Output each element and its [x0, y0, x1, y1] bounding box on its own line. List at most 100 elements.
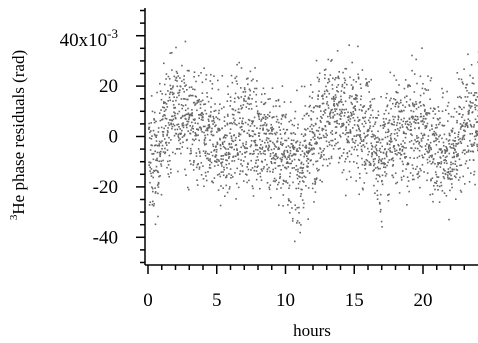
data-point: [178, 91, 181, 94]
data-point: [395, 103, 397, 105]
data-point: [169, 99, 171, 102]
data-point: [205, 175, 207, 177]
data-point: [392, 159, 395, 162]
data-point: [361, 123, 364, 125]
data-point: [450, 163, 452, 166]
data-point: [253, 91, 255, 93]
data-point: [448, 218, 450, 221]
data-point: [255, 105, 258, 107]
data-point: [215, 145, 217, 147]
data-point: [353, 148, 355, 151]
data-point: [451, 131, 453, 133]
data-point: [178, 126, 180, 128]
data-point: [368, 150, 370, 153]
data-point: [380, 96, 382, 98]
data-point: [223, 116, 226, 118]
data-point: [201, 99, 204, 102]
data-point: [448, 143, 450, 145]
data-point: [354, 145, 356, 148]
data-point: [297, 170, 299, 173]
data-point: [182, 141, 184, 144]
data-point: [277, 146, 280, 149]
data-point: [328, 92, 330, 95]
data-point: [281, 153, 283, 155]
data-point: [225, 184, 227, 187]
data-point: [379, 203, 381, 205]
data-point: [262, 127, 264, 130]
data-point: [322, 134, 325, 137]
data-point: [236, 148, 238, 150]
data-point: [317, 130, 320, 132]
data-point: [182, 124, 185, 127]
data-point: [387, 131, 389, 133]
data-point: [389, 147, 391, 149]
data-point: [159, 153, 162, 155]
data-point: [312, 136, 314, 139]
data-point: [400, 179, 403, 181]
data-point: [336, 90, 338, 92]
data-point: [224, 195, 226, 197]
data-point: [436, 176, 438, 178]
data-point: [288, 199, 291, 202]
data-point: [173, 111, 175, 113]
data-point: [393, 121, 395, 123]
data-point: [420, 138, 423, 140]
data-point: [187, 130, 189, 132]
data-point: [283, 151, 285, 153]
data-point: [206, 157, 208, 160]
data-point: [476, 145, 478, 148]
data-point: [200, 129, 202, 131]
data-point: [388, 121, 390, 124]
data-point: [290, 132, 293, 135]
y-tick-label: 20: [99, 76, 118, 97]
data-point: [354, 142, 356, 144]
data-point: [237, 111, 239, 114]
data-point: [362, 105, 365, 108]
data-point: [430, 77, 433, 79]
data-point: [365, 84, 367, 87]
data-point: [155, 134, 158, 137]
data-point: [184, 98, 186, 100]
data-point: [289, 162, 291, 165]
data-point: [326, 101, 329, 103]
data-point: [221, 75, 224, 77]
data-point: [473, 94, 476, 96]
data-point: [406, 185, 409, 188]
data-point: [231, 160, 233, 162]
data-point: [452, 127, 454, 130]
data-point: [207, 118, 210, 121]
data-point: [272, 105, 275, 108]
data-point: [326, 165, 329, 167]
data-point: [191, 138, 194, 141]
data-point: [264, 159, 266, 161]
data-point: [401, 148, 404, 151]
data-point: [305, 185, 307, 187]
data-point: [445, 138, 448, 140]
data-point: [191, 109, 193, 111]
data-point: [323, 69, 326, 71]
data-point: [230, 135, 233, 137]
data-point: [364, 136, 366, 139]
data-point: [394, 153, 397, 155]
data-point: [361, 157, 363, 160]
data-point: [221, 161, 224, 163]
data-point: [289, 146, 291, 149]
data-point: [248, 119, 251, 122]
data-point: [219, 129, 221, 131]
data-point: [265, 115, 267, 118]
data-point: [229, 105, 231, 107]
data-point: [307, 218, 309, 220]
data-point: [364, 112, 366, 115]
data-point: [275, 146, 277, 148]
data-points: [148, 40, 478, 243]
data-point: [340, 95, 342, 98]
data-point: [310, 110, 313, 112]
data-point: [316, 177, 318, 179]
data-point: [344, 100, 347, 103]
data-point: [427, 89, 430, 91]
data-point: [301, 188, 303, 191]
data-point: [298, 212, 300, 214]
data-point: [175, 117, 177, 120]
data-point: [383, 157, 386, 160]
data-point: [302, 180, 304, 182]
